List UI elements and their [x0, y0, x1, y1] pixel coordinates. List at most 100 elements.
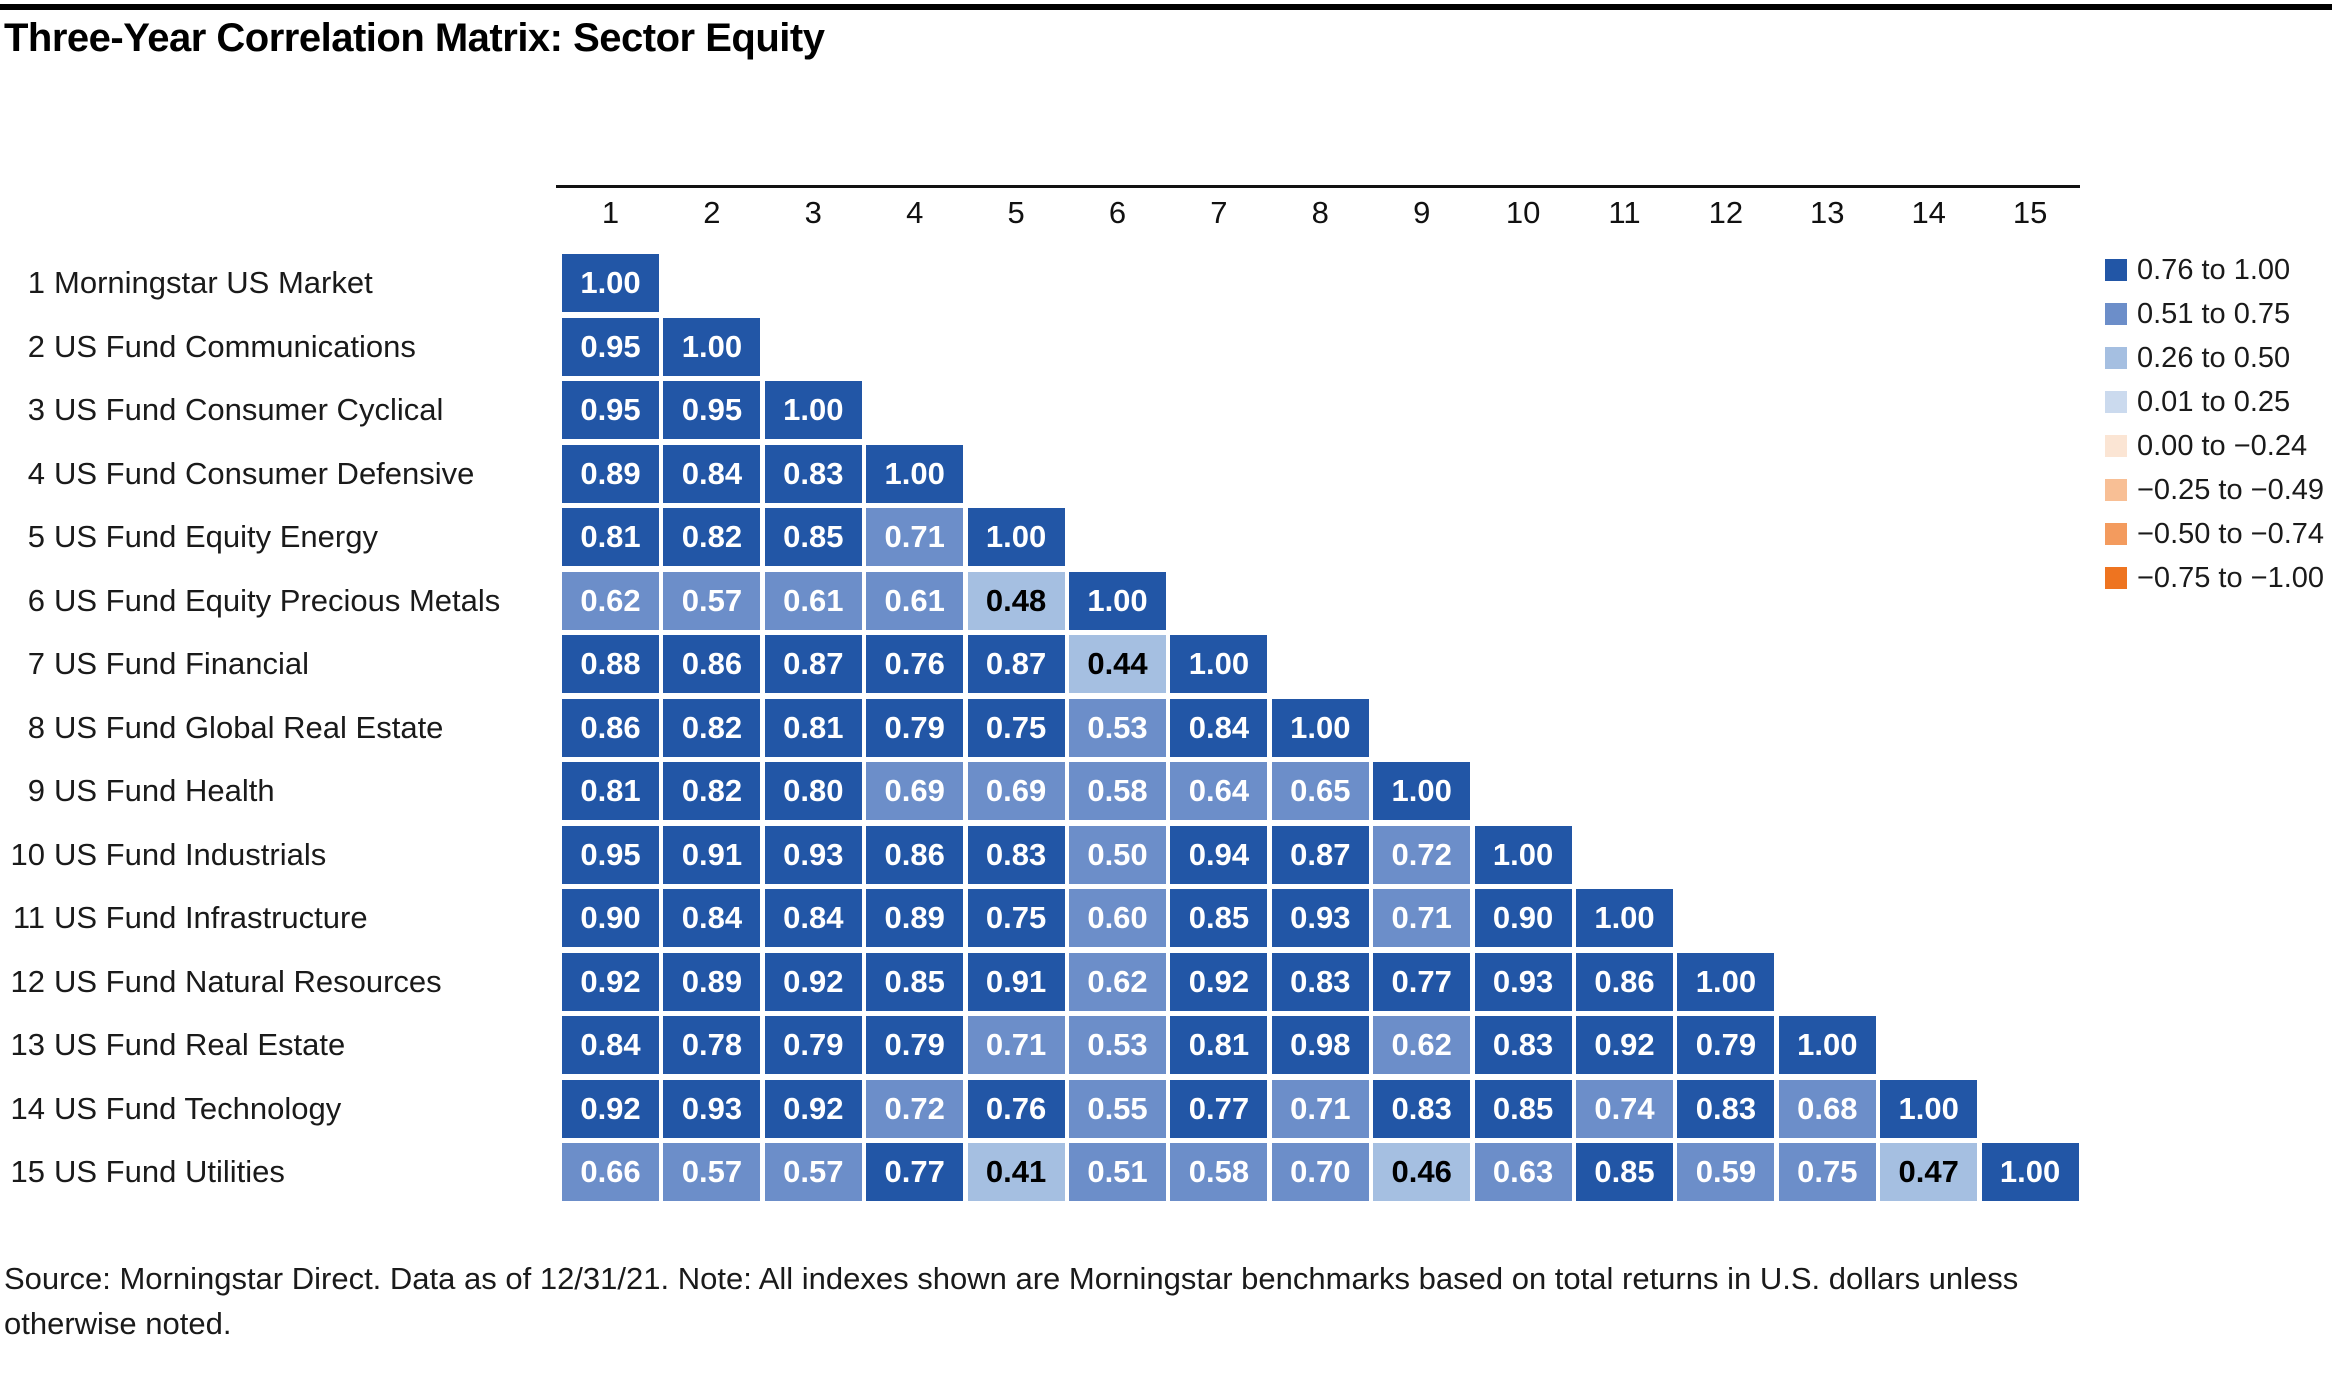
matrix-cell: 0.98 [1271, 1016, 1369, 1074]
matrix-cell: 0.85 [1474, 1079, 1572, 1138]
matrix-cell: 0.83 [1474, 1016, 1572, 1074]
legend-item: 0.00 to −0.24 [2105, 430, 2307, 462]
matrix-cell: 0.87 [967, 635, 1065, 693]
legend-label: −0.50 to −0.74 [2137, 517, 2325, 550]
matrix-cell: 1.00 [1373, 762, 1471, 820]
matrix-cell: 0.70 [1271, 1143, 1369, 1201]
matrix-cell: 0.92 [562, 952, 659, 1011]
source-line: otherwise noted. [4, 1306, 232, 1341]
row-number: 5 [27, 519, 45, 554]
matrix-cell: 0.72 [1373, 825, 1471, 884]
matrix-cell: 1.00 [967, 508, 1065, 566]
legend-swatch-icon [2105, 567, 2127, 589]
row-label: 4 US Fund Consumer Defensive [0, 445, 475, 503]
matrix-cell: 0.82 [663, 698, 761, 757]
matrix-cell: 0.63 [1474, 1143, 1572, 1201]
column-header: 2 [703, 195, 721, 230]
chart-title: Three-Year Correlation Matrix: Sector Eq… [4, 16, 825, 60]
row-label: 14 US Fund Technology [0, 1080, 342, 1138]
matrix-cell: 0.85 [1170, 889, 1268, 947]
matrix-cell: 0.91 [663, 825, 761, 884]
row-label: 2 US Fund Communications [0, 318, 416, 376]
matrix-cell: 0.57 [764, 1143, 862, 1201]
legend-item: 0.76 to 1.00 [2105, 254, 2290, 286]
column-header: 6 [1108, 195, 1127, 230]
matrix-cell: 0.83 [967, 825, 1065, 884]
matrix-cell: 0.71 [1271, 1079, 1369, 1138]
matrix-cell: 0.95 [562, 825, 659, 884]
matrix-cell: 0.47 [1880, 1143, 1978, 1201]
column-axis-line [556, 185, 2080, 188]
matrix-cell: 1.00 [1271, 698, 1369, 757]
matrix-cell: 0.91 [967, 952, 1065, 1011]
matrix-cell: 0.69 [967, 762, 1065, 820]
matrix-cell: 0.82 [663, 762, 761, 820]
column-header: 9 [1413, 195, 1431, 230]
column-header: 7 [1210, 195, 1228, 230]
row-number: 10 [10, 836, 45, 872]
legend-swatch-icon [2105, 347, 2127, 369]
matrix-cell: 0.75 [967, 698, 1065, 757]
matrix-cell: 0.81 [764, 698, 862, 757]
legend-swatch-icon [2105, 391, 2127, 413]
column-header: 5 [1007, 195, 1025, 230]
matrix-cell: 0.87 [764, 635, 862, 693]
matrix-cell: 0.95 [663, 381, 761, 439]
legend-item: 0.51 to 0.75 [2105, 298, 2290, 330]
legend-label: 0.26 to 0.50 [2137, 341, 2291, 374]
row-name: US Fund Communications [54, 328, 416, 364]
row-label: 5 US Fund Equity Energy [0, 508, 378, 566]
column-header: 15 [2012, 195, 2048, 230]
legend-item: 0.26 to 0.50 [2105, 342, 2290, 374]
top-rule [0, 4, 2332, 10]
matrix-cell: 0.92 [562, 1079, 659, 1138]
source-line: Source: Morningstar Direct. Data as of 1… [4, 1261, 2019, 1296]
matrix-cell: 1.00 [1981, 1143, 2079, 1201]
matrix-cell: 0.84 [764, 889, 862, 947]
matrix-cell: 0.83 [1373, 1079, 1471, 1138]
matrix-cell: 0.93 [1271, 889, 1369, 947]
column-header: 11 [1608, 195, 1641, 230]
row-name: US Fund Health [54, 773, 275, 808]
matrix-cell: 0.79 [866, 698, 964, 757]
row-name: US Fund Real Estate [54, 1027, 346, 1062]
matrix-cell: 0.87 [1271, 825, 1369, 884]
matrix-cell: 0.84 [1170, 698, 1268, 757]
row-label: 12 US Fund Natural Resources [0, 953, 442, 1011]
row-label: 13 US Fund Real Estate [0, 1016, 346, 1074]
row-name: US Fund Financial [54, 646, 310, 681]
matrix-cell: 0.92 [1170, 952, 1268, 1011]
matrix-cell: 0.86 [1576, 952, 1673, 1011]
legend-label: −0.25 to −0.49 [2137, 473, 2325, 506]
matrix-cell: 1.00 [1880, 1079, 1978, 1138]
matrix-cell: 0.88 [562, 635, 659, 693]
matrix-cell: 0.79 [764, 1016, 862, 1074]
matrix-cell: 0.57 [663, 1143, 761, 1201]
legend-item: −0.25 to −0.49 [2105, 474, 2324, 506]
matrix-cell: 0.93 [663, 1079, 761, 1138]
matrix-cell: 0.62 [1373, 1016, 1471, 1074]
legend-label: −0.75 to −1.00 [2137, 561, 2325, 594]
matrix-cell: 0.79 [866, 1016, 964, 1074]
matrix-cell: 1.00 [1778, 1016, 1876, 1074]
matrix-cell: 0.61 [764, 571, 862, 630]
matrix-cell: 0.80 [764, 762, 862, 820]
matrix-cell: 0.44 [1069, 635, 1166, 693]
matrix-cell: 0.94 [1170, 825, 1268, 884]
matrix-cell: 0.48 [967, 571, 1065, 630]
row-number: 3 [27, 392, 45, 427]
legend-label: 0.76 to 1.00 [2137, 253, 2291, 286]
matrix-cell: 0.58 [1069, 762, 1166, 820]
row-name: US Fund Utilities [54, 1154, 285, 1189]
matrix-cell: 0.71 [866, 508, 964, 566]
column-header: 12 [1708, 195, 1744, 230]
matrix-cell: 0.86 [663, 635, 761, 693]
matrix-cell: 0.82 [663, 508, 761, 566]
matrix-cell: 1.00 [764, 381, 862, 439]
row-name: US Fund Consumer Defensive [54, 455, 475, 491]
matrix-cell: 0.83 [1271, 952, 1369, 1011]
row-name: US Fund Industrials [54, 836, 327, 872]
matrix-cell: 0.81 [562, 508, 659, 566]
row-number: 15 [10, 1154, 45, 1189]
